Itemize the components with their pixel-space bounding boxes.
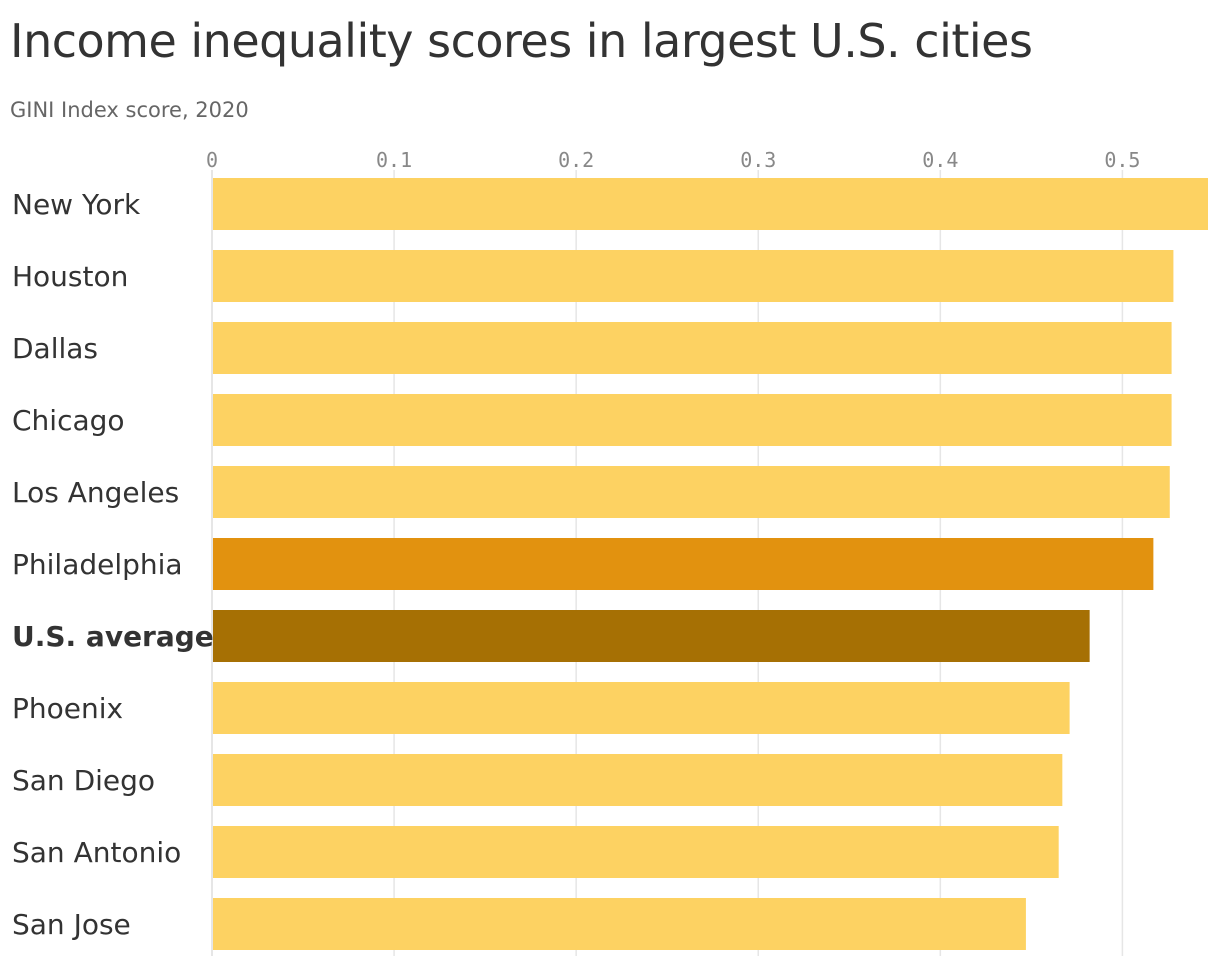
category-label: Phoenix — [12, 692, 123, 725]
x-tick-label: 0 — [206, 148, 218, 172]
category-label: San Antonio — [12, 836, 181, 869]
category-label: San Jose — [12, 908, 131, 941]
category-label: Chicago — [12, 404, 125, 437]
bar — [213, 754, 1063, 806]
bar — [213, 466, 1170, 518]
bar — [213, 538, 1154, 590]
chart-title: Income inequality scores in largest U.S.… — [10, 14, 1033, 68]
bar — [213, 610, 1090, 662]
x-tick-label: 0.2 — [558, 148, 594, 172]
category-label: San Diego — [12, 764, 155, 797]
bar — [213, 394, 1172, 446]
category-label: Philadelphia — [12, 548, 183, 581]
x-tick-label: 0.3 — [740, 148, 776, 172]
x-axis-ticks: 0 0.1 0.2 0.3 0.4 0.5 — [206, 148, 1141, 172]
bar — [213, 898, 1026, 950]
category-labels: New York Houston Dallas Chicago Los Angeles P… — [12, 188, 214, 941]
bar — [213, 682, 1070, 734]
category-label: Houston — [12, 260, 128, 293]
category-label: Dallas — [12, 332, 98, 365]
category-label: Los Angeles — [12, 476, 179, 509]
bar — [213, 178, 1208, 230]
x-tick-label: 0.1 — [376, 148, 412, 172]
x-tick-label: 0.4 — [922, 148, 958, 172]
bar — [213, 826, 1059, 878]
bar — [213, 250, 1174, 302]
category-label: U.S. average — [12, 620, 214, 653]
chart-subtitle: GINI Index score, 2020 — [10, 98, 249, 122]
category-label: New York — [12, 188, 141, 221]
bars — [213, 178, 1208, 950]
x-tick-label: 0.5 — [1104, 148, 1140, 172]
bar — [213, 322, 1172, 374]
